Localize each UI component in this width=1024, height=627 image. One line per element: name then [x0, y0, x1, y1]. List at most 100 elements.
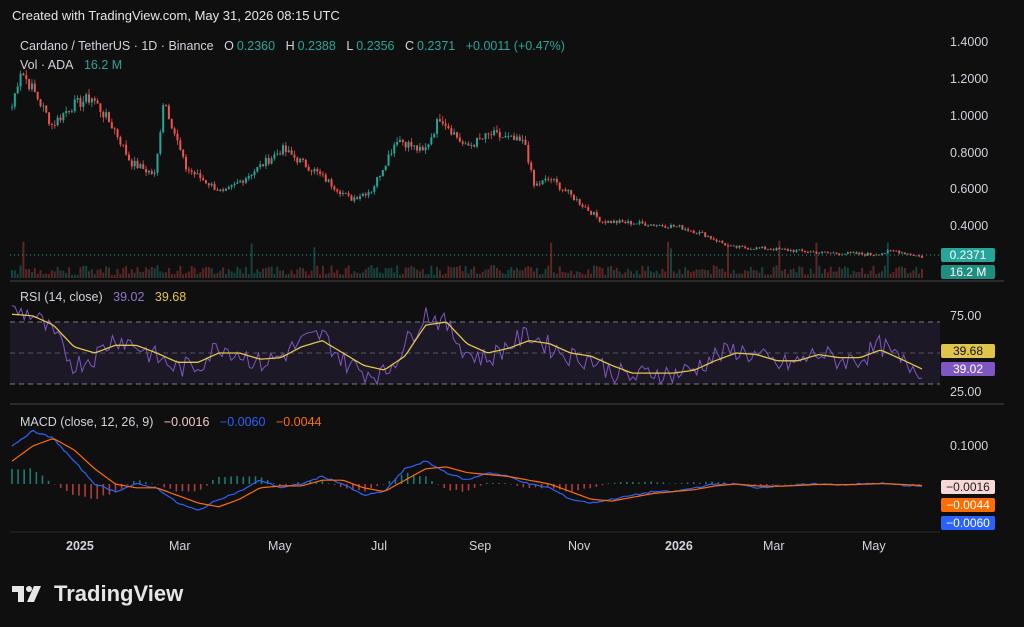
volume-bar — [721, 268, 724, 278]
volume-bar — [775, 265, 778, 278]
candle-body — [102, 111, 105, 118]
tradingview-logo-icon — [12, 586, 41, 602]
candle-body — [624, 221, 627, 224]
volume-bar — [866, 273, 869, 278]
macd-histogram-bar — [394, 478, 397, 484]
candle-body — [85, 94, 88, 102]
volume-bar — [647, 266, 650, 278]
candle-body — [39, 99, 42, 107]
candle-body — [498, 131, 501, 138]
candle-body — [692, 230, 695, 234]
volume-bar — [316, 265, 319, 278]
volume-bar — [344, 268, 347, 278]
volume-bar — [881, 271, 884, 278]
candle-body — [618, 220, 621, 223]
volume-bar — [179, 265, 182, 278]
candle-body — [644, 223, 647, 226]
candle-body — [533, 169, 536, 186]
candle-body — [182, 150, 185, 157]
volume-bar — [370, 265, 373, 278]
volume-bar — [612, 270, 615, 278]
volume-bar — [752, 270, 755, 278]
candle-body — [852, 252, 855, 254]
macd-histogram-bar — [485, 482, 488, 484]
candle-body — [664, 226, 667, 228]
volume-bar — [290, 270, 293, 278]
volume-bar — [590, 273, 593, 278]
candle-body — [678, 225, 681, 227]
symbol-title[interactable]: Cardano / TetherUS · 1D · Binance — [20, 39, 214, 53]
main-legend[interactable]: Cardano / TetherUS · 1D · Binance O 0.236… — [20, 39, 568, 53]
price-pane[interactable] — [10, 30, 940, 279]
candle-body — [202, 178, 205, 181]
macd-histogram-bar — [680, 483, 683, 484]
price-tick: 0.4000 — [950, 219, 988, 233]
candle-body — [493, 130, 496, 136]
volume-bar — [781, 270, 784, 278]
volume-bar — [650, 271, 652, 278]
macd-histogram-bar — [78, 484, 80, 496]
candle-body — [866, 253, 869, 256]
candle-body — [364, 193, 367, 196]
macd-histogram-bar — [613, 482, 616, 484]
macd-pane[interactable] — [10, 406, 940, 532]
volume-bar — [584, 274, 587, 278]
candle-body — [821, 251, 824, 253]
candle-body — [681, 225, 684, 230]
volume-bar — [122, 267, 125, 278]
time-axis[interactable] — [10, 532, 940, 557]
volume-bar — [107, 267, 110, 278]
low-label: L — [346, 39, 354, 53]
candle-body — [675, 226, 678, 228]
volume-bar — [273, 274, 276, 278]
volume-bar — [444, 273, 447, 278]
candle-body — [647, 225, 650, 227]
volume-bar — [855, 272, 858, 278]
volume-bar — [547, 265, 550, 278]
candle-body — [638, 221, 641, 224]
volume-bar — [90, 269, 93, 278]
macd-histogram-bar — [778, 484, 780, 485]
candle-body — [829, 252, 832, 254]
macd-legend[interactable]: MACD (close, 12, 26, 9) −0.0016 −0.0060 … — [20, 415, 324, 429]
tradingview-logo[interactable]: TradingView — [12, 580, 183, 608]
candle-body — [373, 186, 376, 192]
candle-body — [815, 251, 818, 254]
volume-bar — [746, 271, 749, 278]
candle-body — [259, 164, 262, 167]
candle-body — [558, 182, 561, 190]
macd-histogram-bar — [534, 484, 537, 488]
volume-bar — [610, 265, 613, 278]
candle-body — [832, 252, 835, 254]
candle-body — [544, 178, 547, 181]
volume-bar — [390, 267, 393, 278]
price-axis[interactable]: 1.4000 1.2000 1.0000 0.8000 0.6000 0.400… — [950, 35, 988, 233]
rsi-tick: 25.00 — [950, 385, 981, 399]
candle-body — [612, 220, 615, 223]
candle-body — [136, 160, 139, 168]
macd-histogram-bar — [607, 483, 610, 484]
macd-histogram-bar — [321, 479, 324, 484]
candle-body — [73, 99, 76, 112]
volume-legend[interactable]: Vol · ADA 16.2 M — [20, 58, 125, 72]
macd-axis[interactable]: 0.1000 — [950, 439, 988, 453]
macd-histogram-bar — [711, 481, 713, 484]
rsi-pane[interactable] — [10, 283, 940, 402]
candle-body — [792, 250, 795, 252]
volume-bar — [110, 274, 113, 278]
rsi-axis[interactable]: 75.00 25.00 — [950, 309, 981, 399]
macd-histogram-bar — [790, 483, 792, 485]
rsi-legend[interactable]: RSI (14, close) 39.02 39.68 — [20, 290, 189, 304]
macd-histogram-bar — [753, 484, 756, 487]
candle-body — [327, 179, 330, 182]
volume-bar — [735, 273, 738, 278]
open-value: 0.2360 — [236, 39, 276, 53]
candle-body — [230, 185, 233, 187]
volume-bar — [667, 241, 670, 278]
macd-histogram-bar — [266, 479, 269, 484]
candle-body — [530, 162, 533, 170]
candle-body — [207, 183, 210, 186]
volume-bar — [447, 266, 450, 278]
volume-bar — [513, 270, 516, 278]
candle-body — [53, 125, 56, 126]
